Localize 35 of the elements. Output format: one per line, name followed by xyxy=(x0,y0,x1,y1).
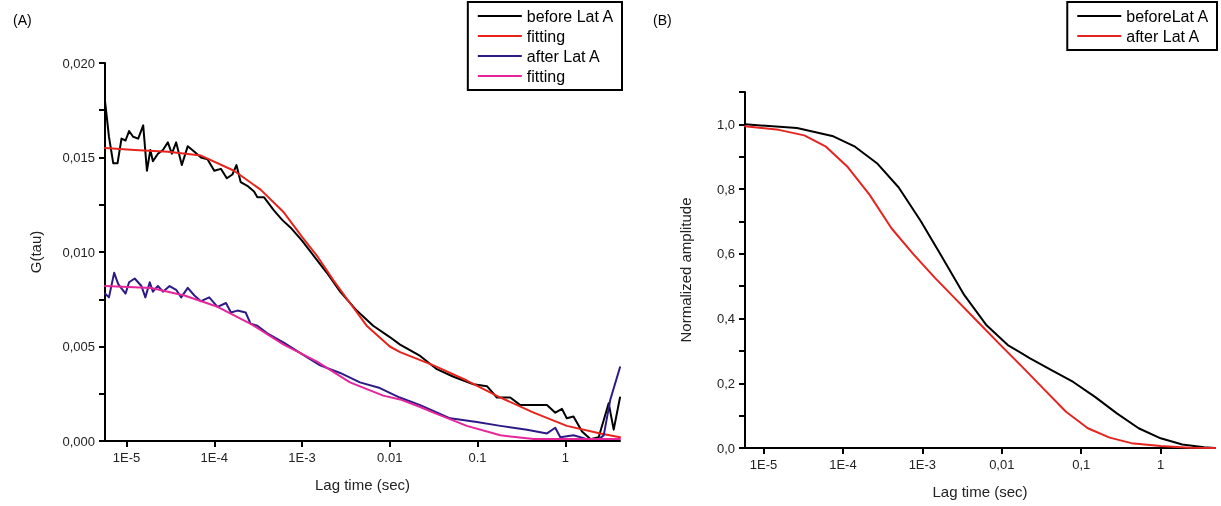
x-tick-label: 0.1 xyxy=(468,450,487,465)
y-tick-label: 0,4 xyxy=(716,311,735,327)
legend-label: fitting xyxy=(526,67,566,85)
x-tick-label: 1E-4 xyxy=(829,457,857,472)
legend-label: after Lat A xyxy=(526,47,601,65)
y-tick-label: 0,010 xyxy=(62,244,95,260)
y-tick-label: 0,8 xyxy=(716,181,735,197)
x-tick-label: 0,1 xyxy=(1072,457,1091,472)
y-tick-label: 0,6 xyxy=(716,246,735,262)
x-axis-title: Lag time (sec) xyxy=(932,483,1028,500)
y-tick-label: 0,000 xyxy=(62,433,95,449)
legend-label: fitting xyxy=(526,27,566,45)
x-tick-label: 1E-3 xyxy=(288,450,316,465)
legend-label: after Lat A xyxy=(1126,27,1200,45)
y-tick-label: 0,015 xyxy=(62,150,95,165)
y-axis-title: Normalized amplitude xyxy=(677,197,694,343)
y-tick-label: 0,0 xyxy=(716,440,735,456)
y-tick-label: 0,020 xyxy=(62,55,95,71)
legend-label: before Lat A xyxy=(526,7,614,25)
x-tick-label: 1 xyxy=(561,450,569,465)
chart-title: (A) xyxy=(13,12,32,28)
x-tick-label: 1E-4 xyxy=(200,450,228,465)
y-tick-label: 0,005 xyxy=(62,339,95,354)
y-tick-label: 0,2 xyxy=(716,375,735,391)
x-tick-label: 1E-5 xyxy=(749,457,778,472)
chart-title: (B) xyxy=(653,12,672,28)
legend-label: beforeLat A xyxy=(1126,7,1209,25)
x-tick-label: 1E-5 xyxy=(112,450,141,465)
y-axis-title: G(tau) xyxy=(27,230,44,274)
x-tick-label: 1 xyxy=(1157,457,1165,472)
x-axis-title: Lag time (sec) xyxy=(314,476,411,493)
y-tick-label: 1,0 xyxy=(716,116,735,132)
x-tick-label: 0.01 xyxy=(377,450,403,465)
x-tick-label: 1E-3 xyxy=(908,457,937,472)
x-tick-label: 0,01 xyxy=(989,457,1015,472)
